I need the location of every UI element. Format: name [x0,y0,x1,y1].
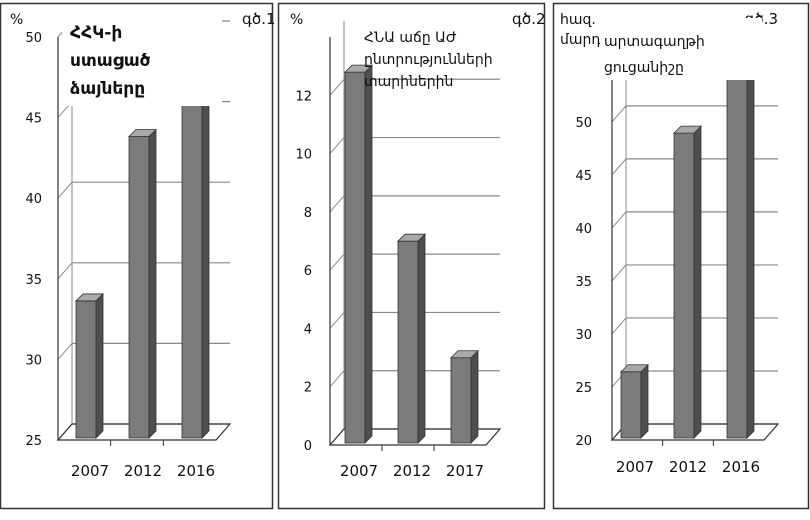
figure-label: գծ.1 [242,10,276,28]
bar [344,71,366,444]
y-axis-label: մարդ [560,32,601,48]
chart-panel-3: 20253035404550200720122016հազ.մարդգծ.3ար… [552,2,810,510]
bar-top [620,364,649,373]
bar [620,371,642,439]
y-tick-label: 30 [575,328,592,343]
y-tick-label: 8 [304,206,312,221]
gridline-depth [329,370,345,388]
y-tick-label: 10 [295,148,312,163]
bar-side [640,363,649,439]
gridline-depth [57,262,73,280]
bar-top [344,64,373,73]
gridline-depth [611,158,627,176]
bar-top [397,233,426,242]
gridline-depth [611,211,627,229]
bar-side [148,128,157,439]
chart-title: ձայները [70,79,145,99]
y-tick-label: 50 [25,31,42,46]
x-tick-label: 2007 [616,458,654,476]
y-tick-label: 45 [25,112,42,127]
y-tick-label: 4 [304,322,312,337]
x-tick-label: 2012 [393,462,431,480]
y-tick-label: 2 [304,381,312,396]
chart-title: ընտրությունների [364,52,493,68]
bar-side [693,125,702,439]
x-tick-label: 2012 [124,462,162,480]
y-tick-label: 50 [575,116,592,131]
gridline-depth [57,343,73,360]
y-tick-label: 45 [575,169,592,184]
bar-side [746,35,755,439]
gridline-depth [611,317,627,335]
bar [128,136,150,439]
y-axis-label: հազ. [560,12,596,28]
bar [397,240,419,444]
y-axis-label: % [10,12,23,28]
gridline-depth [57,181,73,199]
figure-label: գծ.2 [512,10,546,28]
bar-top [128,129,157,137]
bar-top [450,350,479,359]
y-tick-label: 35 [575,275,592,290]
y-tick-label: 0 [304,439,312,454]
bar-side [417,233,426,444]
bar-side [470,349,479,444]
gridline-depth [329,312,345,329]
bar [450,357,472,444]
gridline-depth [611,105,627,123]
bar [181,55,203,439]
bar [726,42,748,439]
y-tick-label: 25 [575,381,592,396]
title-box [600,18,762,80]
gridline-depth [329,253,345,271]
bar-top [673,125,702,134]
gridline-depth [329,137,345,154]
gridline-depth [329,78,345,96]
x-tick-label: 2016 [722,458,760,476]
chart-panel-1: 25 30 35 40 45 50 2007 2012 2016% գծ.1 ՀՀԿ-ի ստացած… [0,2,276,510]
bar [673,132,695,439]
chart-title: արտագաղթի [604,34,705,50]
chart-title: ՀՆԱ աճը ԱԺ [364,30,457,46]
y-tick-label: 40 [575,222,592,237]
gridline-depth [329,195,345,213]
chart-title: ստացած [70,51,151,71]
y-tick-label: 40 [25,192,42,207]
x-tick-label: 2012 [669,458,707,476]
bar-top [75,293,104,302]
y-tick-label: 20 [575,434,592,449]
bar [75,300,97,439]
chart-title: ՀՀԿ-ի [70,23,122,43]
x-tick-label: 2007 [71,462,109,480]
gridline-depth [611,264,627,282]
title-box [62,14,222,106]
x-tick-label: 2016 [177,462,215,480]
y-tick-label: 6 [304,264,312,279]
chart-title: տարիներին [364,74,453,90]
bar-side [95,292,104,439]
bar-side [364,64,373,444]
y-tick-label: 35 [25,273,42,288]
y-tick-label: 12 [295,89,312,104]
bar-side [201,47,210,439]
chart-title: ցուցանիշը [604,60,684,76]
y-tick-label: 30 [25,353,42,368]
x-tick-label: 2007 [340,462,378,480]
chart-panel-2: 0 2 4 6 8 10 12 2007 2012 2017% գծ.2 ՀՆԱ աճը ԱԺ ընտր… [277,2,546,510]
x-tick-label: 2017 [446,462,484,480]
y-axis-label: % [290,12,303,28]
y-tick-label: 25 [25,434,42,449]
